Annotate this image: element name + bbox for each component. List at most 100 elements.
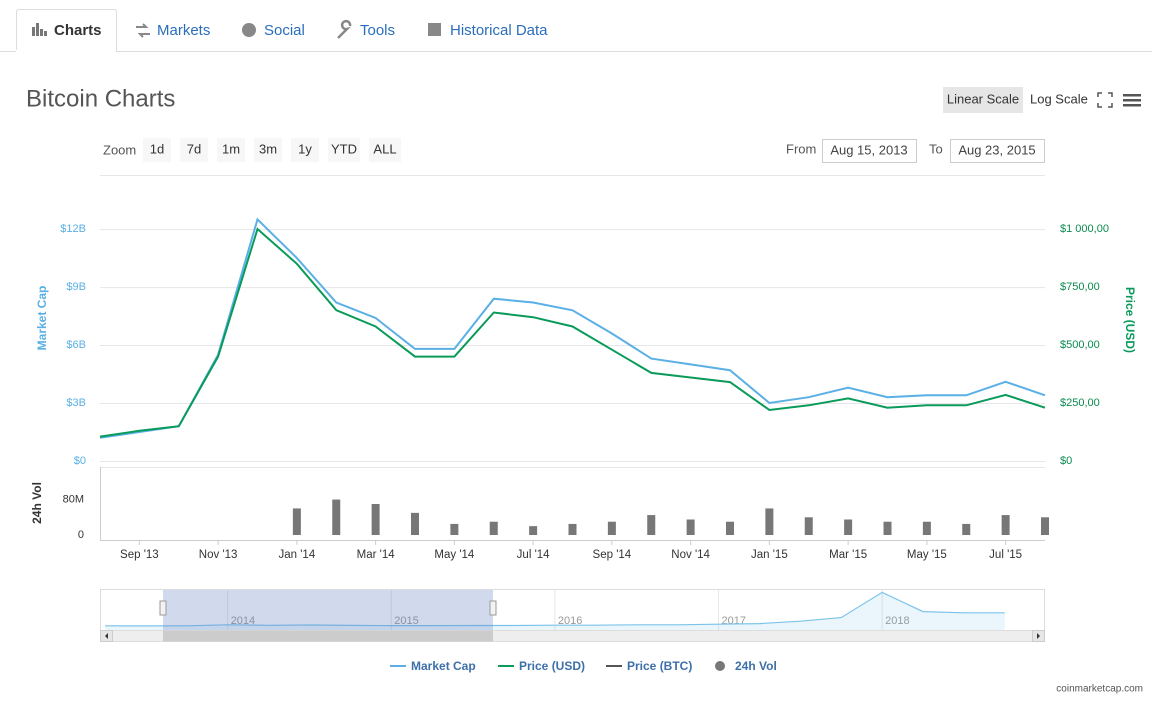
x-tick-label: Mar '14 xyxy=(357,549,396,561)
x-tick-label: Jul '15 xyxy=(989,549,1022,561)
navigator-year-label: 2018 xyxy=(885,615,909,627)
menu-icon[interactable] xyxy=(1123,94,1141,107)
to-input[interactable] xyxy=(950,139,1045,163)
zoom-button-bg[interactable] xyxy=(143,138,171,162)
x-tick-label: Jan '15 xyxy=(751,549,788,561)
zoom-button[interactable]: 1d xyxy=(150,141,164,156)
fullscreen-icon[interactable] xyxy=(1097,92,1113,108)
volume-bar xyxy=(844,519,853,535)
volume-bar xyxy=(686,519,695,535)
zoom-button-bg[interactable] xyxy=(369,138,401,162)
scroll-right-arrow xyxy=(1037,633,1040,639)
navigator xyxy=(100,589,1045,631)
volume-bar xyxy=(450,523,459,535)
zoom-button-bg[interactable] xyxy=(291,138,319,162)
zoom-button-bg[interactable] xyxy=(217,138,245,162)
y-tick-label: $6B xyxy=(66,339,86,351)
page-title: Bitcoin Charts xyxy=(26,85,175,112)
legend-marker xyxy=(715,661,725,671)
tab-icons xyxy=(32,19,441,39)
volume-bar xyxy=(568,523,577,535)
scrollbar-thumb[interactable] xyxy=(163,630,493,642)
zoom-button[interactable]: 7d xyxy=(187,141,201,156)
legend-label[interactable]: Price (BTC) xyxy=(627,659,692,673)
from-date[interactable]: Aug 15, 2013 xyxy=(830,142,907,157)
volume-bar xyxy=(607,521,616,535)
x-tick-label: Jan '14 xyxy=(279,549,316,561)
x-tick-label: Nov '14 xyxy=(671,549,710,561)
navigator-handle[interactable] xyxy=(489,600,497,616)
vol-tick-label: 0 xyxy=(78,529,84,541)
tab[interactable]: Tools xyxy=(360,22,395,39)
tab[interactable]: Charts xyxy=(54,22,102,39)
tab[interactable]: Markets xyxy=(157,22,210,39)
tab[interactable]: Social xyxy=(264,22,305,39)
volume-bar xyxy=(962,523,971,535)
navigator-year-label: 2016 xyxy=(558,615,582,627)
legend-label[interactable]: Market Cap xyxy=(411,659,476,673)
credit: coinmarketcap.com xyxy=(1056,684,1143,695)
navigator-window[interactable] xyxy=(163,590,493,630)
zoom-button-bg[interactable] xyxy=(180,138,208,162)
navigator-year-label: 2014 xyxy=(231,615,255,627)
vol-axis-title: 24h Vol xyxy=(30,482,44,524)
scale-button[interactable]: Linear Scale xyxy=(947,91,1019,106)
volume-bar xyxy=(292,508,301,535)
y2-tick-label: $250,00 xyxy=(1060,397,1100,409)
x-tick-label: Nov '13 xyxy=(199,549,238,561)
zoom-button-bg[interactable] xyxy=(254,138,282,162)
volume-bar xyxy=(371,504,380,535)
zoom-button[interactable]: ALL xyxy=(373,141,396,156)
volume-bar xyxy=(804,517,813,535)
volume-bar xyxy=(529,526,538,535)
x-tick-label: Sep '14 xyxy=(593,549,632,561)
volume-bar xyxy=(411,512,419,535)
volume-bar xyxy=(922,521,931,535)
y2-tick-label: $0 xyxy=(1060,455,1072,467)
x-tick-label: Mar '15 xyxy=(829,549,867,561)
volume-bar xyxy=(647,515,656,535)
navigator-area xyxy=(105,592,1005,630)
series-line xyxy=(99,227,1046,438)
y-axis-title: Market Cap xyxy=(35,286,49,351)
legend-label[interactable]: 24h Vol xyxy=(735,659,777,673)
from-input[interactable] xyxy=(822,139,917,163)
scroll-left-arrow xyxy=(105,633,108,639)
zoom-label: Zoom xyxy=(103,142,136,157)
volume-bar xyxy=(765,508,774,535)
volume-bar xyxy=(726,521,734,535)
x-tick-label: Jul '14 xyxy=(517,549,550,561)
volume-bar xyxy=(883,521,892,535)
y2-tick-label: $750,00 xyxy=(1060,281,1100,293)
active-tab xyxy=(16,9,117,52)
navigator-series: 20142015201620172018 xyxy=(104,590,1005,630)
navigator-line xyxy=(104,591,1005,627)
volume-bar xyxy=(1001,515,1010,535)
zoom-button-bg[interactable] xyxy=(328,138,360,162)
navigator-handle[interactable] xyxy=(159,600,167,616)
legend-label[interactable]: Price (USD) xyxy=(519,659,585,673)
zoom-button[interactable]: 3m xyxy=(259,141,277,156)
y-tick-label: $12B xyxy=(60,223,86,235)
y-tick-label: $3B xyxy=(66,397,86,409)
volume-bar xyxy=(489,521,498,535)
scale-button-bg[interactable] xyxy=(943,87,1023,113)
x-tick-label: May '15 xyxy=(907,549,947,561)
from-label: From xyxy=(786,141,816,156)
x-tick-label: May '14 xyxy=(434,549,475,561)
y2-tick-label: $1 000,00 xyxy=(1060,223,1109,235)
navigator-year-label: 2015 xyxy=(394,615,418,627)
zoom-button[interactable]: YTD xyxy=(331,141,357,156)
to-date[interactable]: Aug 23, 2015 xyxy=(958,142,1035,157)
scale-button[interactable]: Log Scale xyxy=(1030,91,1088,106)
to-label: To xyxy=(929,141,943,156)
zoom-button[interactable]: 1y xyxy=(298,141,312,156)
volume-bar xyxy=(1041,517,1049,535)
volume-bar xyxy=(332,499,341,535)
tab[interactable]: Historical Data xyxy=(450,22,548,39)
zoom-button[interactable]: 1m xyxy=(222,141,240,156)
series-line xyxy=(99,217,1046,439)
legend: Market Cap Price (USD) Price (BTC) 24h Vol xyxy=(390,659,777,673)
y-tick-label: $0 xyxy=(74,455,86,467)
